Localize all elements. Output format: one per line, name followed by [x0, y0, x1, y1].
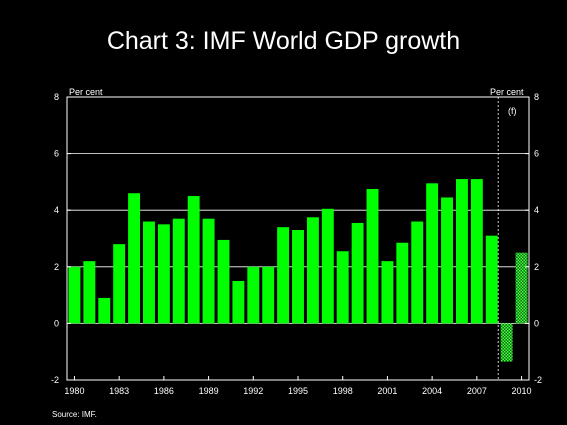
ytick-label-left-4: 4: [54, 205, 59, 215]
forecast-label: (f): [508, 106, 517, 116]
bar-1998: [336, 251, 349, 324]
bar-1994: [277, 227, 290, 324]
ytick-label-right-2: 2: [534, 262, 539, 272]
ytick-label-left--2: -2: [51, 375, 59, 385]
xtick-label-1998: 1998: [333, 386, 353, 396]
bar-2009: [500, 323, 513, 362]
ytick-label-right-4: 4: [534, 205, 539, 215]
bar-1999: [351, 222, 364, 324]
xtick-label-2001: 2001: [377, 386, 397, 396]
ytick-label-right-0: 0: [534, 318, 539, 328]
xtick-label-1983: 1983: [109, 386, 129, 396]
bar-1984: [128, 193, 141, 324]
bar-1995: [292, 230, 304, 324]
bar-1983: [113, 244, 126, 324]
ytick-label-left-2: 2: [54, 262, 59, 272]
xtick-label-2010: 2010: [512, 386, 532, 396]
bar-2003: [411, 221, 424, 324]
bar-2002: [396, 242, 409, 324]
bars: [68, 179, 528, 362]
ytick-label-right-8: 8: [534, 92, 539, 102]
ytick-label-left-0: 0: [54, 318, 59, 328]
bar-2005: [441, 197, 453, 324]
bar-2000: [366, 188, 379, 324]
bar-2007: [470, 179, 483, 324]
chart-title: Chart 3: IMF World GDP growth: [106, 27, 461, 55]
xtick-label-2004: 2004: [422, 386, 442, 396]
xtick-label-1986: 1986: [154, 386, 174, 396]
bar-1987: [172, 218, 185, 324]
xtick-label-1980: 1980: [64, 386, 84, 396]
bar-1981: [83, 261, 96, 324]
bar-1985: [143, 221, 155, 324]
axes: [66, 96, 530, 381]
bar-2006: [455, 179, 468, 324]
xtick-label-1989: 1989: [199, 386, 219, 396]
bar-1980: [68, 266, 81, 324]
ytick-label-left-6: 6: [54, 149, 59, 159]
ytick-label-right-6: 6: [534, 149, 539, 159]
bar-1992: [247, 266, 260, 324]
tick-labels: -2 -2 0 0 2 2 4 4 6 6 8 8 1980 1983 1986 1989 1992 1995 19…: [51, 92, 542, 396]
bar-2008: [485, 235, 498, 324]
bar-1988: [187, 196, 200, 324]
bar-2004: [426, 183, 439, 324]
bar-1996: [306, 217, 319, 324]
bar-2001: [381, 261, 394, 324]
bar-1982: [98, 297, 111, 324]
source-note: Source: IMF.: [52, 410, 97, 419]
xtick-label-1995: 1995: [288, 386, 308, 396]
bar-1986: [157, 224, 170, 324]
bar-1990: [217, 239, 230, 324]
ytick-label-right--2: -2: [534, 375, 542, 385]
bar-1991: [232, 280, 245, 324]
bar-1993: [262, 266, 275, 324]
bar-1989: [202, 218, 215, 324]
bar-2010: [515, 252, 528, 324]
xtick-label-2007: 2007: [467, 386, 487, 396]
bar-1997: [321, 208, 334, 324]
xtick-label-1992: 1992: [243, 386, 263, 396]
y-unit-left: Per cent: [69, 87, 103, 97]
ytick-label-left-8: 8: [54, 92, 59, 102]
y-unit-right: Per cent: [490, 87, 524, 97]
